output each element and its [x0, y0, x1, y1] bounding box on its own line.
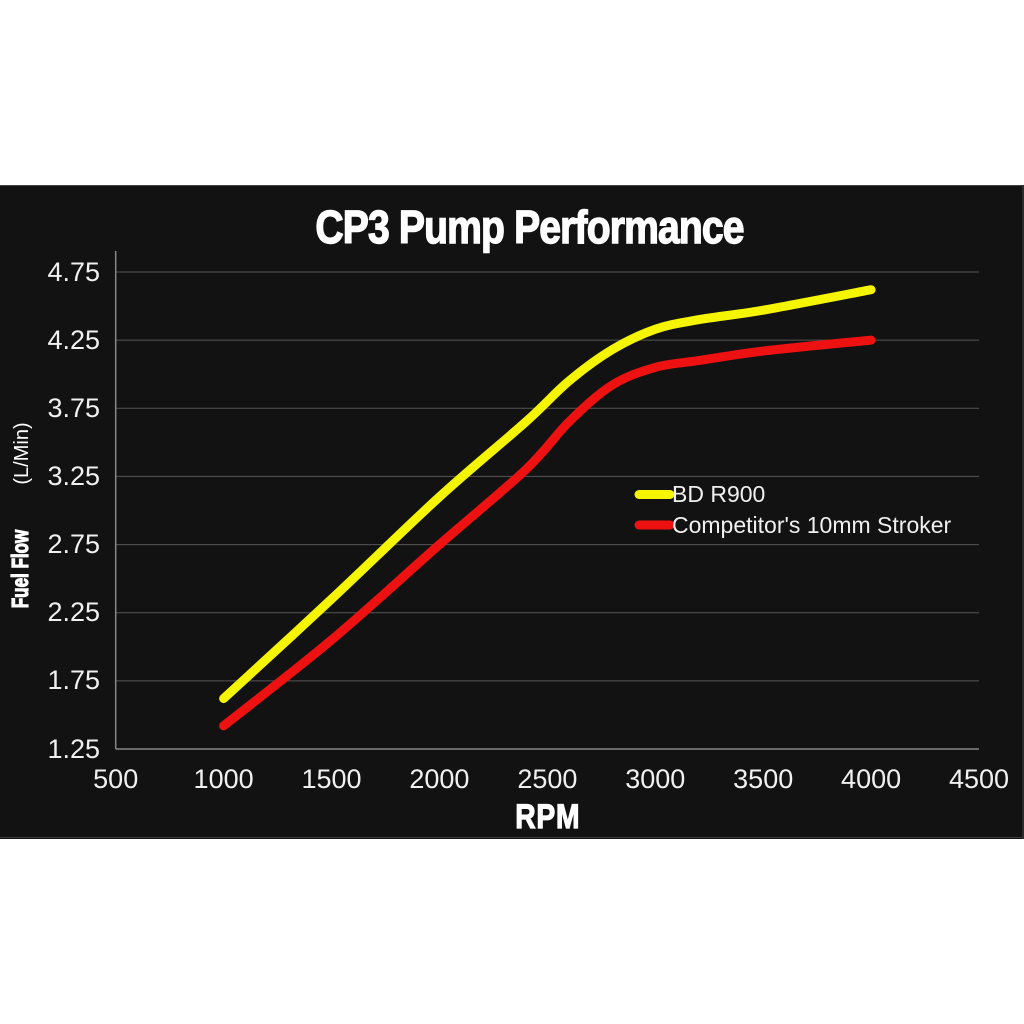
- svg-text:BD R900: BD R900: [672, 481, 765, 507]
- svg-text:500: 500: [93, 764, 138, 794]
- svg-text:1.75: 1.75: [47, 665, 100, 695]
- svg-text:4.25: 4.25: [47, 325, 100, 355]
- svg-text:CP3 Pump Performance: CP3 Pump Performance: [315, 202, 743, 254]
- svg-text:3500: 3500: [733, 764, 793, 794]
- svg-text:RPM: RPM: [515, 798, 580, 836]
- svg-text:2500: 2500: [517, 764, 577, 794]
- svg-text:2.75: 2.75: [47, 529, 100, 559]
- svg-text:3.75: 3.75: [47, 393, 100, 423]
- svg-text:3000: 3000: [625, 764, 685, 794]
- svg-text:(L/Min): (L/Min): [11, 422, 33, 484]
- svg-text:4500: 4500: [949, 764, 1009, 794]
- svg-text:1500: 1500: [301, 764, 361, 794]
- svg-text:Fuel Flow: Fuel Flow: [9, 530, 34, 609]
- svg-text:Competitor's 10mm Stroker: Competitor's 10mm Stroker: [672, 512, 952, 538]
- svg-text:1000: 1000: [194, 764, 254, 794]
- svg-text:4000: 4000: [841, 764, 901, 794]
- svg-text:4.75: 4.75: [47, 257, 100, 287]
- svg-text:2.25: 2.25: [47, 597, 100, 627]
- svg-text:3.25: 3.25: [47, 461, 100, 491]
- svg-text:2000: 2000: [409, 764, 469, 794]
- svg-text:1.25: 1.25: [47, 734, 100, 764]
